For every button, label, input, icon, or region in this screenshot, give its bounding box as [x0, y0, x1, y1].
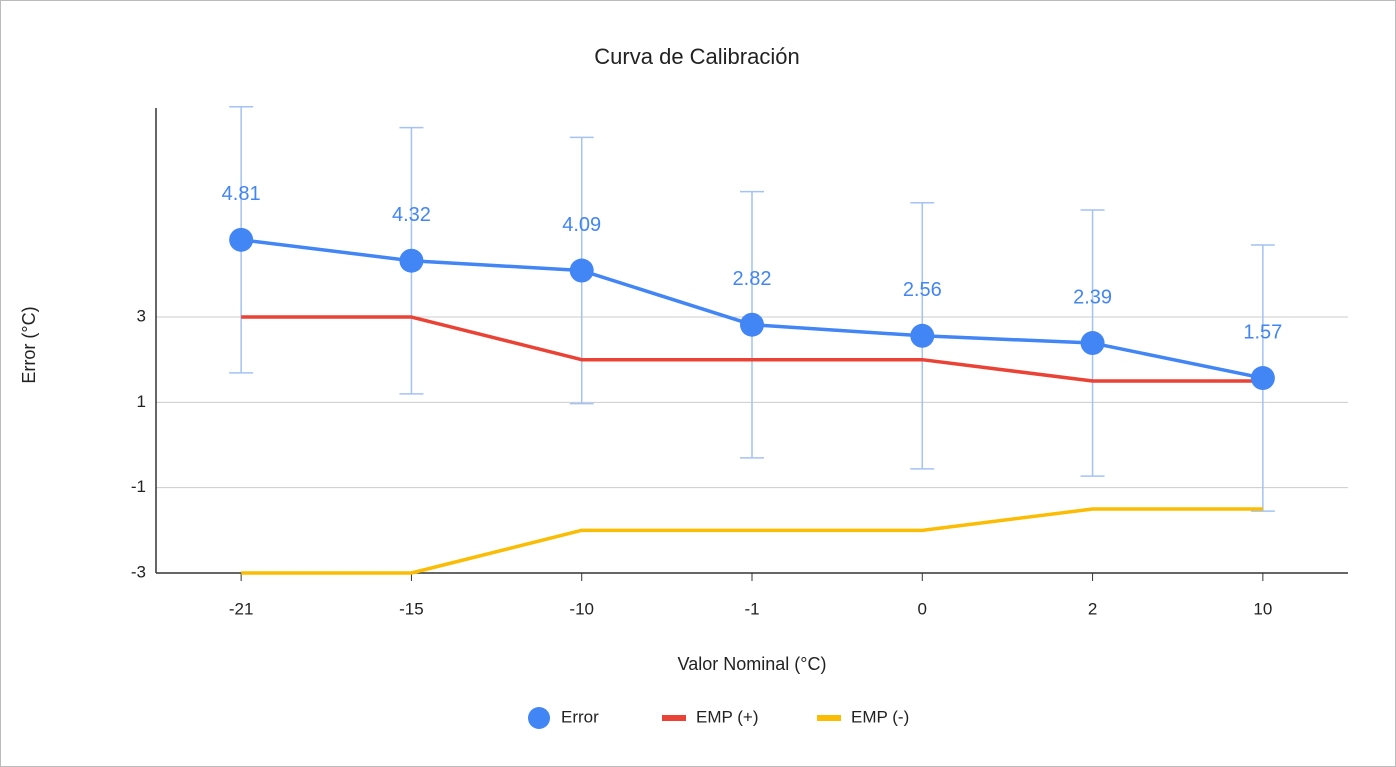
x-tick-label: 2: [1088, 599, 1097, 618]
legend-swatch: [662, 715, 686, 721]
series-line: [241, 507, 1263, 575]
legend-label: EMP (+): [696, 707, 759, 726]
y-tick-label: -1: [131, 477, 146, 496]
data-point: [229, 227, 254, 252]
x-tick-label: 10: [1253, 599, 1272, 618]
legend-label: Error: [561, 707, 599, 726]
legend-label: EMP (-): [851, 707, 909, 726]
x-axis-label: Valor Nominal (°C): [678, 654, 827, 674]
x-tick-label: 0: [918, 599, 927, 618]
x-tick-label: -21: [229, 599, 254, 618]
x-tick-label: -15: [399, 599, 424, 618]
series-line: [241, 315, 1263, 383]
data-point: [740, 312, 764, 337]
data-point: [1080, 331, 1105, 356]
legend-swatch: [528, 707, 550, 729]
data-label: 2.39: [1073, 286, 1112, 308]
data-label: 1.57: [1243, 321, 1282, 343]
legend-swatch: [817, 715, 841, 721]
data-point: [1250, 366, 1275, 391]
chart-title: Curva de Calibración: [594, 44, 799, 69]
data-label: 2.82: [733, 268, 772, 290]
data-label: 4.09: [562, 214, 601, 236]
y-tick-label: 3: [137, 307, 146, 326]
data-point: [399, 248, 424, 273]
y-axis-label: Error (°C): [19, 306, 39, 383]
x-tick-label: -1: [744, 599, 759, 618]
x-tick-label: -10: [569, 599, 594, 618]
data-point: [910, 323, 935, 348]
data-label: 4.81: [222, 183, 261, 205]
data-point: [569, 258, 594, 283]
data-label: 4.32: [392, 204, 431, 226]
y-tick-label: -3: [131, 562, 146, 581]
y-tick-label: 1: [137, 392, 146, 411]
data-label: 2.56: [903, 279, 942, 301]
